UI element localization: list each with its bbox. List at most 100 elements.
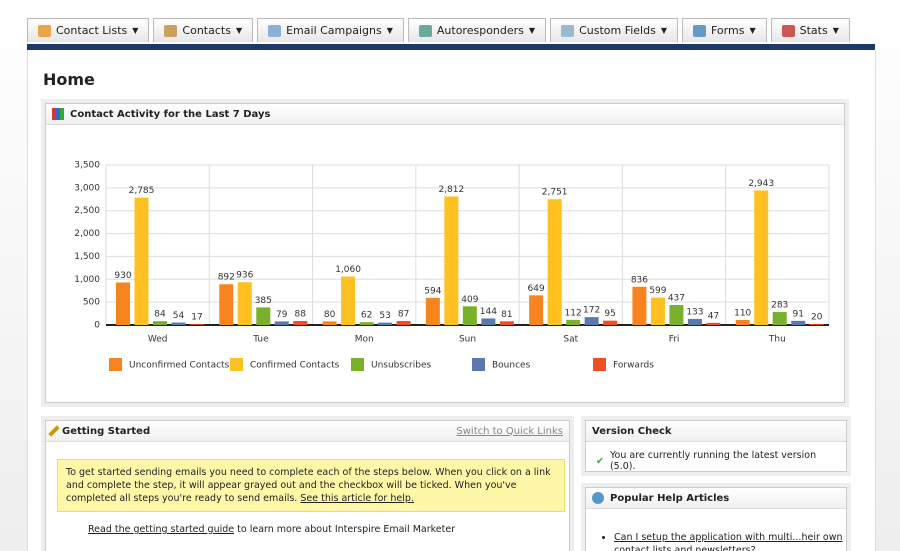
x-tick-label: Tue xyxy=(252,335,269,345)
value-label: 2,812 xyxy=(438,185,464,195)
value-label: 2,751 xyxy=(542,188,568,198)
tab-arrow: ▼ xyxy=(528,26,536,35)
bar xyxy=(603,320,618,325)
page-title: Home xyxy=(43,70,95,89)
bar xyxy=(274,321,289,325)
panel-title: Version Check xyxy=(592,425,672,437)
value-label: 133 xyxy=(686,307,703,317)
bar xyxy=(219,284,234,325)
tab-icon xyxy=(692,24,706,37)
help-list: Can I setup the application with multi..… xyxy=(586,531,846,551)
legend-label: Bounces xyxy=(492,361,531,371)
version-panel: Version Check ✔ You are currently running… xyxy=(585,420,847,472)
legend-swatch xyxy=(109,358,122,371)
panel-title: Popular Help Articles xyxy=(610,492,730,504)
value-label: 53 xyxy=(379,311,390,321)
x-tick-label: Sat xyxy=(563,335,578,345)
value-label: 87 xyxy=(398,310,409,320)
notice-link[interactable]: See this article for help. xyxy=(300,493,414,504)
value-label: 17 xyxy=(191,313,202,323)
value-label: 930 xyxy=(114,271,131,281)
nav-tab[interactable]: Contacts ▼ xyxy=(153,18,254,42)
tab-label: Email Campaigns xyxy=(286,24,382,37)
bar xyxy=(791,320,806,325)
legend-swatch xyxy=(230,358,243,371)
nav-tab[interactable]: Forms ▼ xyxy=(681,18,767,42)
nav-tab[interactable]: Stats ▼ xyxy=(770,18,850,42)
panel-header: Popular Help Articles xyxy=(586,488,846,509)
legend-label: Unsubscribes xyxy=(371,361,431,371)
bar xyxy=(190,324,204,325)
x-tick-label: Thu xyxy=(768,335,786,345)
version-wrap: Version Check ✔ You are currently running… xyxy=(581,416,851,476)
bar xyxy=(706,322,721,325)
value-label: 81 xyxy=(501,310,512,320)
value-label: 144 xyxy=(480,307,497,317)
panel-title: Getting Started xyxy=(62,425,151,437)
value-label: 80 xyxy=(324,310,336,320)
bar xyxy=(116,282,130,325)
guide-line: Read the getting started guide to learn … xyxy=(88,524,455,535)
nav-tab[interactable]: Email Campaigns ▼ xyxy=(257,18,404,42)
bar xyxy=(322,321,337,325)
notice-text: To get started sending emails you need t… xyxy=(66,467,551,504)
bar xyxy=(256,307,271,325)
bar xyxy=(293,320,308,325)
value-label: 437 xyxy=(668,294,685,304)
y-tick-label: 2,000 xyxy=(74,229,100,239)
tab-label: Autoresponders xyxy=(436,24,524,37)
version-row: ✔ You are currently running the latest ve… xyxy=(586,442,846,480)
help-item[interactable]: Can I setup the application with multi..… xyxy=(614,531,846,551)
bar xyxy=(359,322,374,325)
tab-label: Contacts xyxy=(182,24,231,37)
value-label: 892 xyxy=(218,273,235,283)
bar xyxy=(396,321,411,325)
y-tick-label: 0 xyxy=(94,321,100,331)
tab-arrow: ▼ xyxy=(660,26,667,35)
bar xyxy=(171,322,186,325)
nav-tab[interactable]: Autoresponders ▼ xyxy=(407,18,547,42)
getting-started-panel: Getting Started Switch to Quick Links To … xyxy=(45,420,570,551)
value-label: 172 xyxy=(583,306,600,316)
tab-icon xyxy=(268,24,282,37)
value-label: 836 xyxy=(631,275,648,285)
bar xyxy=(632,286,647,325)
value-label: 283 xyxy=(771,301,788,311)
bar xyxy=(754,190,769,325)
tab-arrow: ▼ xyxy=(132,26,139,35)
nav-underline xyxy=(27,44,875,50)
value-label: 95 xyxy=(604,309,615,319)
value-label: 110 xyxy=(734,308,751,318)
value-label: 54 xyxy=(173,311,185,321)
value-label: 112 xyxy=(565,308,582,318)
tab-arrow: ▼ xyxy=(832,26,839,35)
legend-label: Unconfirmed Contacts xyxy=(129,361,230,371)
bar xyxy=(153,321,167,325)
y-tick-label: 2,500 xyxy=(74,206,100,216)
bar xyxy=(809,324,824,325)
notice: To get started sending emails you need t… xyxy=(57,459,565,512)
bar xyxy=(584,317,599,325)
help-wrap: Popular Help Articles Can I setup the ap… xyxy=(581,483,851,551)
bar xyxy=(378,322,393,325)
value-label: 599 xyxy=(649,286,666,296)
value-label: 936 xyxy=(236,271,253,281)
switch-link[interactable]: Switch to Quick Links xyxy=(456,425,563,437)
value-label: 1,060 xyxy=(335,265,361,275)
bar xyxy=(462,306,477,325)
bar xyxy=(566,319,581,325)
icon xyxy=(48,425,60,437)
bar xyxy=(134,197,149,325)
value-label: 2,785 xyxy=(129,186,155,196)
tab-label: Stats xyxy=(799,24,828,37)
tab-label: Forms xyxy=(710,24,745,37)
bar xyxy=(444,196,459,325)
bar xyxy=(687,318,702,325)
value-label: 409 xyxy=(461,295,478,305)
nav-tab[interactable]: Contact Lists ▼ xyxy=(27,18,150,42)
nav-tab[interactable]: Custom Fields ▼ xyxy=(550,18,678,42)
guide-link[interactable]: Read the getting started guide xyxy=(88,524,235,535)
panel-header: Getting Started Switch to Quick Links xyxy=(46,421,569,442)
x-tick-label: Wed xyxy=(148,335,168,345)
